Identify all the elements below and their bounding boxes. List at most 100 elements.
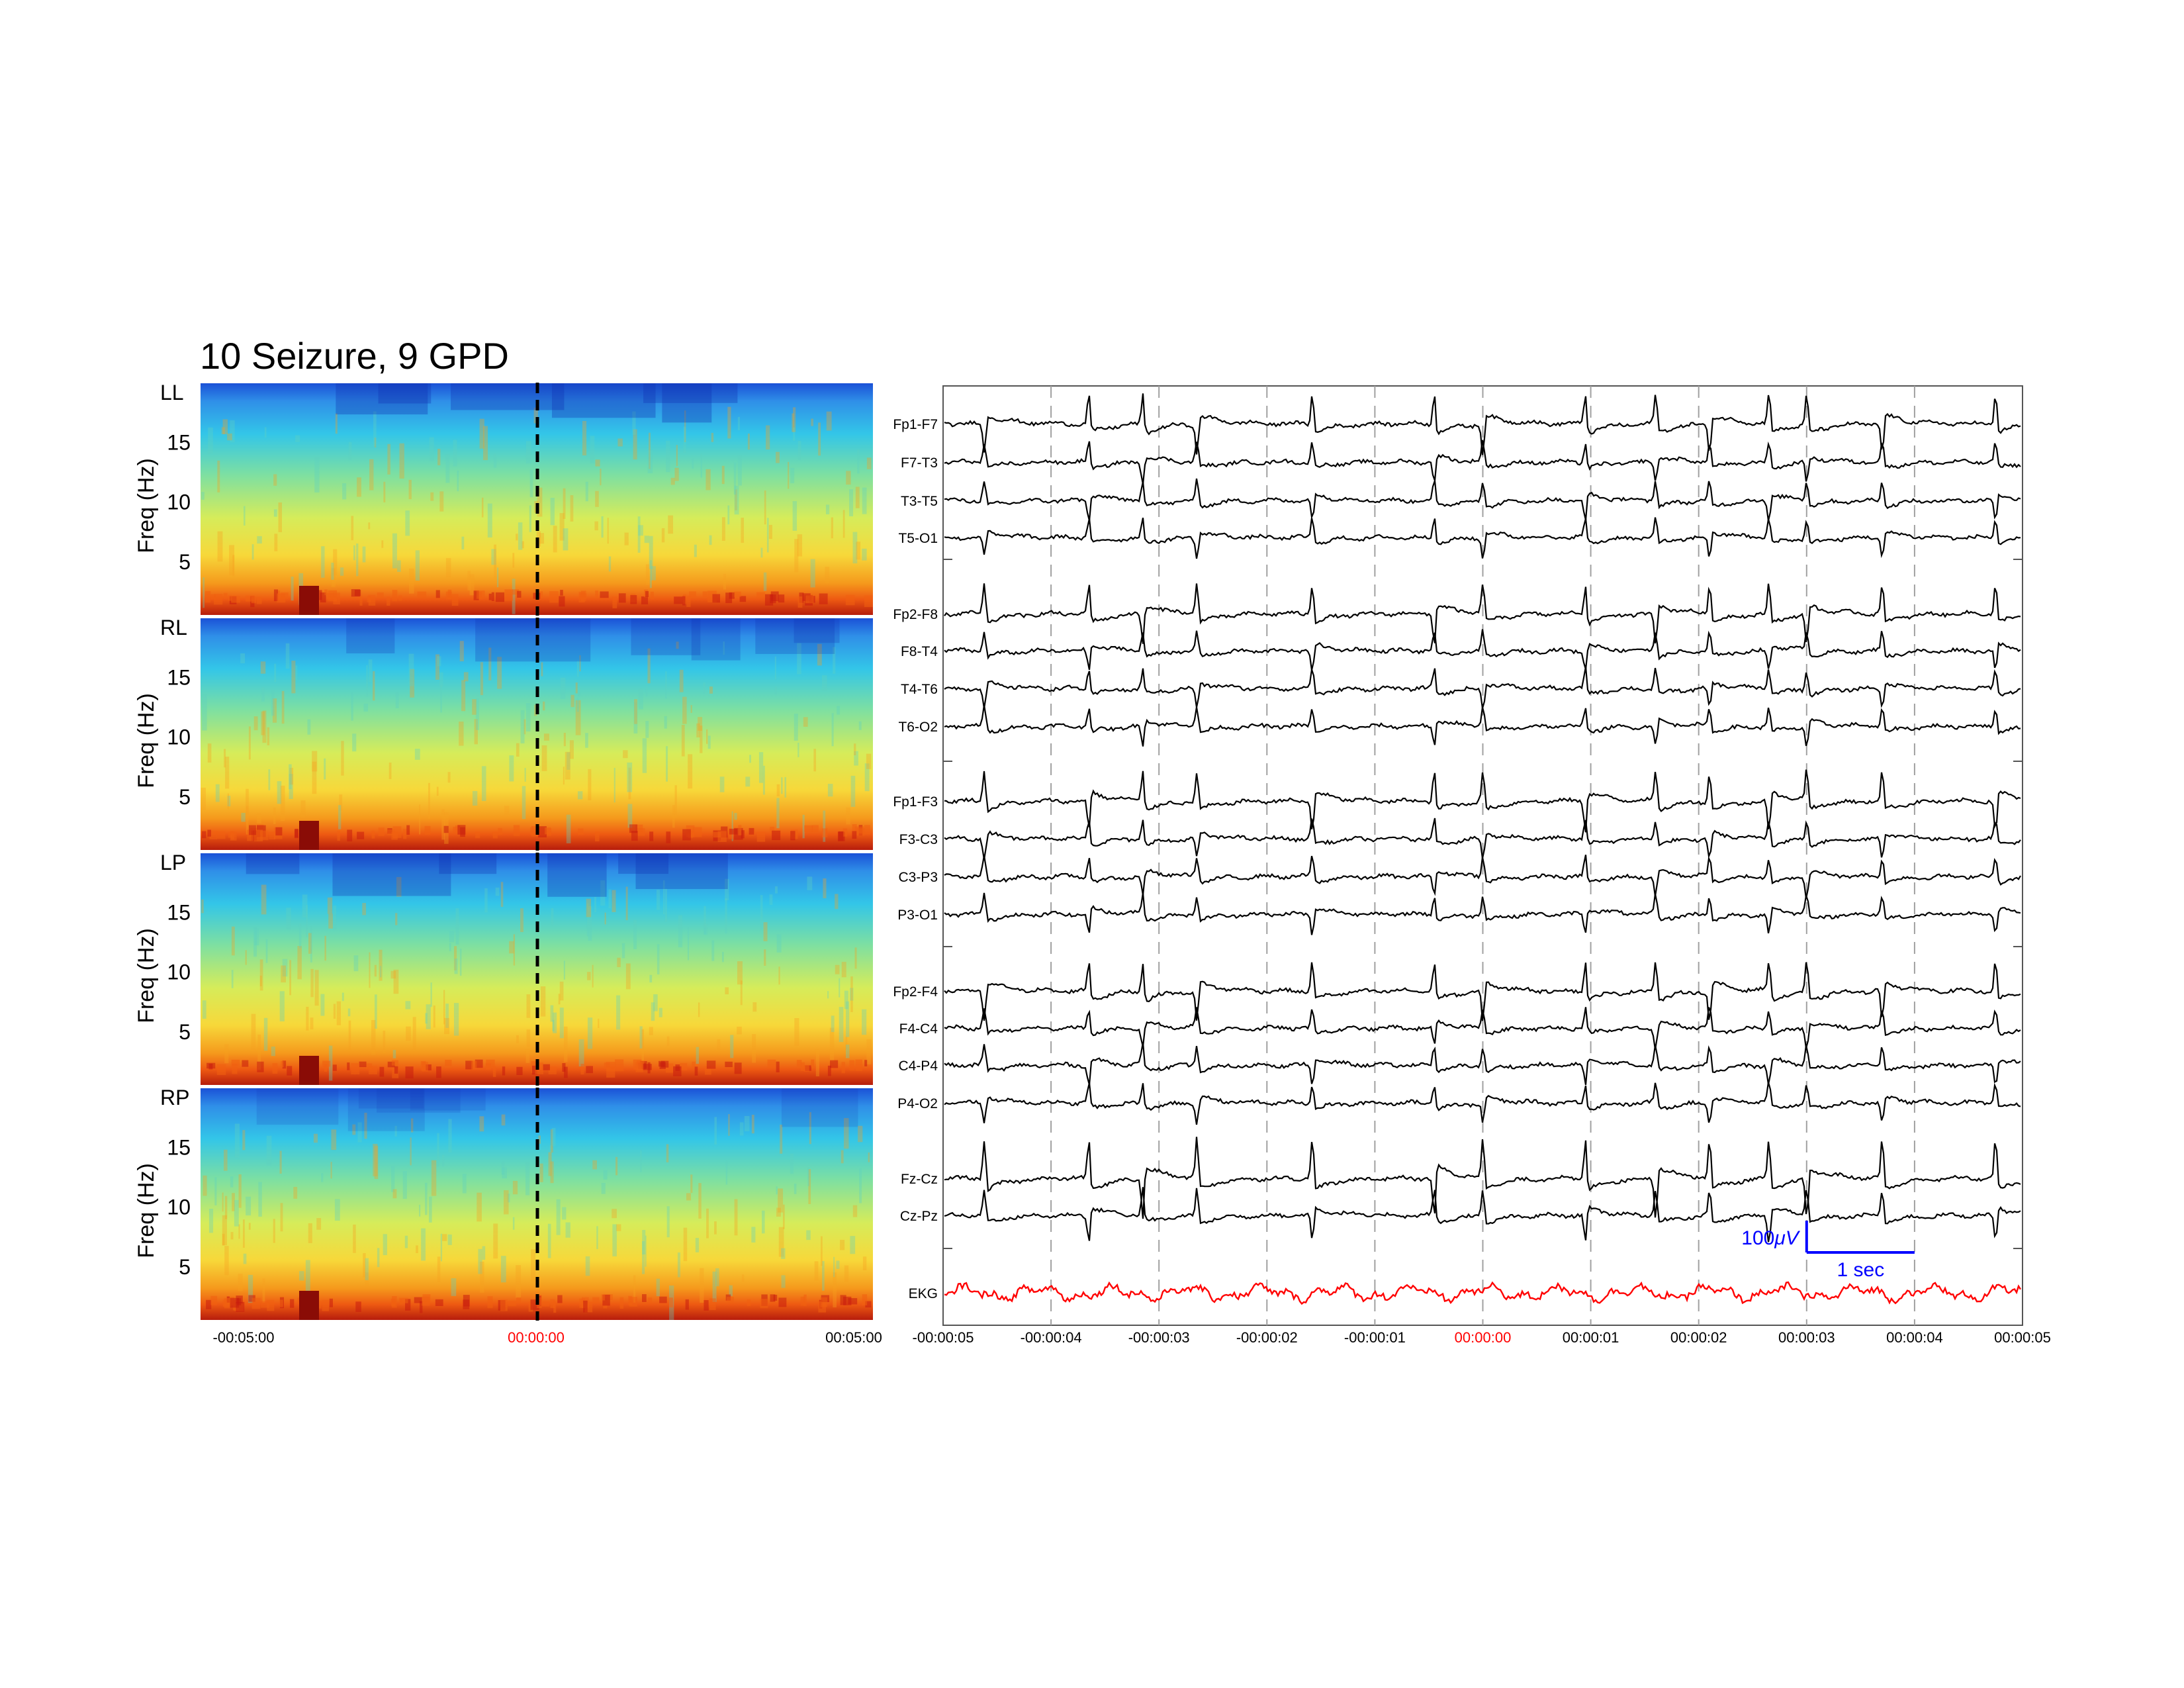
spectrogram-texture — [513, 934, 516, 966]
spectrogram-texture — [846, 471, 851, 485]
spectrogram-texture — [248, 1274, 253, 1303]
spectrogram-texture — [459, 641, 464, 662]
spectrogram-texture — [833, 1272, 837, 1308]
spectrogram-texture — [575, 682, 578, 694]
spectrogram-texture — [740, 980, 743, 1006]
spectrogram-texture — [310, 968, 314, 998]
spectrogram-low-band — [436, 1066, 441, 1078]
spectrogram-low-band — [685, 1299, 689, 1310]
spectrogram-low-power-patch — [631, 618, 701, 655]
spectrogram-texture — [243, 1219, 245, 1248]
spectrogram-low-band — [443, 825, 449, 833]
spectrogram-panel-label: LL — [160, 381, 184, 404]
spectrogram-low-band — [586, 1066, 593, 1074]
eeg-trace-t3-t5 — [944, 478, 2021, 521]
spectrogram-low-band — [368, 594, 376, 606]
spectrogram-texture — [281, 690, 285, 724]
spectrogram-low-band — [749, 827, 754, 835]
spectrogram-texture — [807, 1167, 809, 1186]
spectrogram-low-band — [544, 827, 551, 835]
spectrogram-texture — [829, 1027, 835, 1062]
spectrogram-texture — [700, 726, 703, 753]
spectrogram-texture — [564, 1026, 568, 1062]
spectrogram-low-band — [281, 592, 289, 599]
spectrogram-texture — [601, 516, 604, 538]
spectrogram-texture — [259, 975, 262, 986]
spectrogram-low-band — [206, 1299, 212, 1309]
spectrogram-low-band — [445, 591, 452, 600]
spectrogram-low-band — [803, 1065, 809, 1072]
spectrogram-low-band — [702, 591, 707, 597]
spectrogram-ytick-label: 15 — [167, 900, 191, 924]
spectrogram-ytick-label: 10 — [167, 491, 191, 514]
spectrogram-low-band — [804, 825, 813, 832]
spectrogram-texture — [612, 1224, 617, 1256]
spectrogram-texture — [435, 654, 439, 680]
spectrogram-low-band — [673, 1066, 682, 1076]
spectrogram-texture — [679, 669, 684, 692]
spectrogram-panel-ll: LL 5 10 15 Freq (Hz) — [134, 381, 874, 616]
spectrogram-low-band — [422, 1294, 431, 1302]
eeg-channel-label: F4-C4 — [899, 1021, 938, 1037]
spectrogram-texture — [365, 1272, 369, 1286]
spectrogram-texture — [709, 535, 712, 545]
eeg-xtick-label: 00:00:03 — [1778, 1329, 1835, 1346]
spectrogram-texture — [512, 553, 515, 568]
eeg-xtick-label: -00:00:04 — [1021, 1329, 1082, 1346]
spectrogram-low-band — [728, 830, 733, 839]
spectrogram-low-band — [601, 1294, 606, 1301]
spectrogram-low-band — [347, 1062, 350, 1070]
spectrogram-texture — [257, 1034, 261, 1070]
spectrogram-texture — [835, 964, 840, 974]
spectrogram-texture — [560, 677, 566, 699]
spectrogram-low-band — [564, 1066, 568, 1078]
spectrogram-low-power-patch — [256, 1088, 339, 1125]
spectrogram-texture — [813, 749, 817, 772]
spectrogram-texture — [741, 1274, 745, 1282]
spectrogram-texture — [734, 1199, 738, 1236]
spectrogram-texture — [481, 497, 484, 518]
spectrogram-texture — [778, 1227, 784, 1257]
spectrogram-texture — [516, 1265, 522, 1298]
spectrogram-low-band — [351, 1062, 360, 1074]
spectrogram-texture — [645, 721, 649, 738]
spectrogram-low-band — [709, 1298, 716, 1311]
spectrogram-low-band — [279, 1299, 283, 1307]
spectrogram-texture — [733, 462, 737, 495]
spectrogram-texture — [751, 1227, 756, 1243]
spectrogram-low-band — [629, 1297, 637, 1307]
spectrogram-texture — [289, 764, 292, 790]
spectrogram-texture — [666, 440, 670, 473]
spectrogram-texture — [282, 959, 288, 977]
spectrogram-texture — [687, 927, 690, 961]
spectrogram-texture — [453, 946, 457, 970]
spectrogram-low-band — [207, 829, 211, 837]
scale-bar-amplitude-unit: μV — [1774, 1227, 1800, 1249]
spectrogram-texture — [512, 579, 516, 614]
spectrogram-texture — [608, 556, 612, 572]
spectrogram-texture — [232, 1193, 235, 1211]
spectrogram-texture — [576, 661, 579, 677]
spectrogram-texture — [308, 933, 312, 954]
spectrogram-texture — [493, 453, 497, 468]
spectrogram-texture — [396, 876, 402, 897]
eeg-trace-f8-t4 — [944, 629, 2021, 671]
spectrogram-texture — [203, 1175, 207, 1196]
spectrogram-texture — [758, 752, 764, 783]
spectrogram-low-band — [865, 1301, 872, 1308]
spectrogram-texture — [747, 433, 750, 450]
spectrogram-texture — [647, 648, 651, 684]
spectrogram-texture — [617, 438, 623, 447]
spectrogram-low-band — [329, 1298, 333, 1307]
spectrogram-texture — [454, 958, 458, 974]
spectrogram-low-power-patch — [781, 1088, 858, 1127]
spectrogram-texture — [607, 518, 609, 544]
spectrogram-texture — [208, 427, 213, 454]
spectrogram-low-band — [228, 831, 232, 838]
eeg-channel-label: T6-O2 — [898, 720, 938, 735]
spectrogram-texture — [822, 1260, 825, 1291]
spectrogram-texture — [778, 1188, 784, 1213]
spectrogram-low-band — [756, 592, 765, 598]
spectrogram-panel-rp: RP 5 10 15 Freq (Hz) — [134, 1086, 874, 1321]
